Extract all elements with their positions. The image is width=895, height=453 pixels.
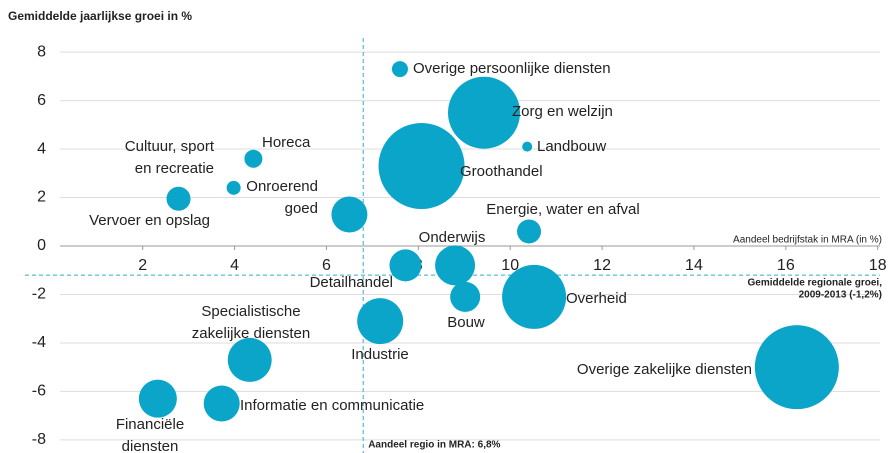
point-label: Onroerend (246, 178, 318, 195)
x-tick-label: 18 (869, 257, 887, 274)
y-tick-label: 6 (37, 92, 46, 109)
x-tick-label: 10 (501, 257, 519, 274)
point-label: Cultuur, sport (125, 138, 215, 155)
x-tick-label: 16 (777, 257, 795, 274)
y-axis-title: Gemiddelde jaarlijkse groei in % (8, 9, 192, 23)
reference-label: 2009-2013 (-1,2%) (799, 290, 882, 301)
point-label: Zorg en welzijn (512, 103, 613, 120)
bubble (391, 61, 408, 78)
bubble (435, 245, 476, 286)
reference-label: Aandeel regio in MRA: 6,8% (368, 440, 500, 451)
point-label: Landbouw (537, 138, 606, 155)
y-tick-label: 4 (37, 140, 46, 157)
point-label: goed (285, 200, 318, 217)
x-tick-label: 12 (593, 257, 611, 274)
bubble (517, 219, 542, 244)
bubble (138, 379, 177, 418)
y-tick-label: 8 (37, 43, 46, 60)
y-tick-label: -8 (32, 431, 46, 448)
point-label: Bouw (447, 314, 485, 331)
point-label: Overige zakelijke diensten (577, 361, 752, 378)
x-tick-label: 14 (685, 257, 703, 274)
point-label: Detailhandel (310, 274, 393, 291)
bubble (522, 141, 533, 152)
bubble (166, 186, 191, 211)
y-tick-label: -6 (32, 383, 46, 400)
x-tick-label: 4 (230, 257, 239, 274)
x-axis-title: Aandeel bedrijfstak in MRA (in %) (733, 235, 882, 246)
bubble (203, 385, 240, 422)
point-label: Financiële (116, 416, 184, 433)
bubble (448, 76, 521, 149)
bubble (226, 180, 241, 195)
bubble (502, 264, 567, 329)
reference-label: Gemiddelde regionale groei, (748, 278, 883, 289)
point-label: Onderwijs (419, 229, 486, 246)
point-label: Specialistische (201, 303, 300, 320)
bubble (754, 325, 839, 410)
bubble (227, 337, 272, 382)
point-label: diensten (122, 438, 179, 453)
point-label: Informatie en communicatie (240, 397, 424, 414)
point-label: zakelijke diensten (192, 325, 310, 342)
point-label: Horeca (262, 134, 311, 151)
bubble (378, 123, 465, 210)
point-label: Industrie (351, 346, 409, 363)
bubble (357, 298, 404, 345)
x-tick-label: 2 (138, 257, 147, 274)
y-tick-label: 0 (37, 237, 46, 254)
point-label: Overige persoonlijke diensten (413, 60, 611, 77)
bubble (450, 281, 481, 312)
point-label: Energie, water en afval (486, 201, 639, 218)
bubble (389, 249, 422, 282)
point-label: Vervoer en opslag (89, 212, 210, 229)
bubble (331, 196, 368, 233)
point-label: Groothandel (460, 163, 543, 180)
x-tick-label: 6 (322, 257, 331, 274)
y-tick-label: -2 (32, 286, 46, 303)
y-tick-label: 2 (37, 189, 46, 206)
point-label: en recreatie (135, 160, 214, 177)
point-label: Overheid (566, 290, 627, 307)
bubble (244, 149, 263, 168)
y-tick-label: -4 (32, 334, 46, 351)
